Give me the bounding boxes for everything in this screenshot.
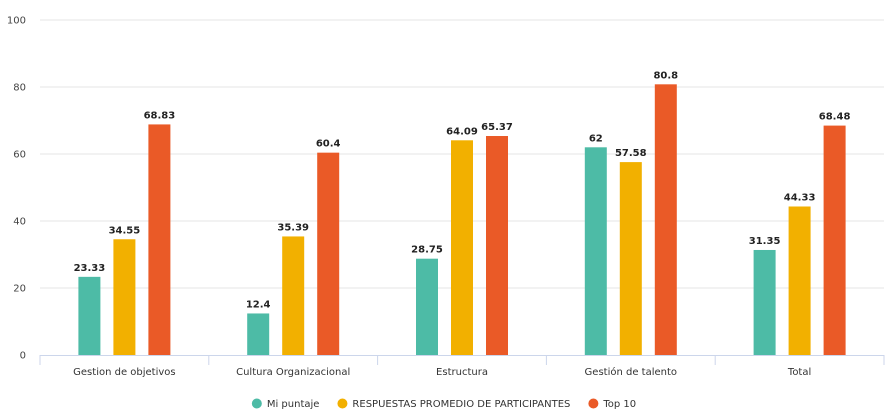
data-label: 62 xyxy=(589,133,603,144)
bar[interactable] xyxy=(416,258,438,355)
data-label: 65.37 xyxy=(481,122,513,133)
bar[interactable] xyxy=(247,313,270,355)
x-axis: Gestion de objetivos Cultura Organizacion… xyxy=(39,355,885,378)
data-labels: 23.33 34.55 68.83 12.4 35.39 60.4 28.75 64.09 65… xyxy=(74,70,851,310)
legend-label: Top 10 xyxy=(602,399,636,410)
data-label: 64.09 xyxy=(446,126,478,137)
y-tick-label: 0 xyxy=(20,351,26,362)
y-axis-ticks: 0 20 40 60 80 100 xyxy=(7,16,26,362)
y-tick-label: 40 xyxy=(13,217,26,228)
legend-marker xyxy=(588,398,599,409)
x-tick-label: Gestion de objetivos xyxy=(73,367,175,378)
bar[interactable] xyxy=(654,84,677,355)
x-tick-label: Estructura xyxy=(436,367,488,378)
bar[interactable] xyxy=(282,236,305,355)
bar[interactable] xyxy=(317,152,340,355)
legend[interactable]: Mi puntaje RESPUESTAS PROMEDIO DE PARTICI… xyxy=(251,398,636,411)
bar[interactable] xyxy=(584,147,607,355)
legend-marker xyxy=(251,398,262,409)
x-tick-label: Cultura Organizacional xyxy=(236,367,350,378)
data-label: 57.58 xyxy=(615,148,647,159)
bar[interactable] xyxy=(113,239,136,355)
data-label: 28.75 xyxy=(411,245,443,256)
bar[interactable] xyxy=(619,162,642,355)
data-label: 44.33 xyxy=(784,192,816,203)
legend-item[interactable]: Mi puntaje xyxy=(251,398,320,411)
legend-item[interactable]: Top 10 xyxy=(588,398,636,411)
bar[interactable] xyxy=(823,125,846,355)
legend-label: Mi puntaje xyxy=(267,399,320,410)
legend-label: RESPUESTAS PROMEDIO DE PARTICIPANTES xyxy=(352,399,570,410)
legend-item[interactable]: RESPUESTAS PROMEDIO DE PARTICIPANTES xyxy=(337,398,570,411)
y-tick-label: 20 xyxy=(13,284,26,295)
data-label: 80.8 xyxy=(653,70,678,81)
data-label: 60.4 xyxy=(316,139,341,150)
bars xyxy=(78,84,846,356)
data-label: 31.35 xyxy=(749,236,781,247)
bar[interactable] xyxy=(78,276,101,355)
bar[interactable] xyxy=(486,136,508,355)
data-label: 68.48 xyxy=(819,112,851,123)
x-tick-label: Total xyxy=(787,367,811,378)
data-label: 35.39 xyxy=(277,222,309,233)
bar[interactable] xyxy=(148,124,171,356)
data-label: 23.33 xyxy=(74,263,106,274)
x-tick-label: Gestión de talento xyxy=(585,366,677,378)
y-tick-label: 80 xyxy=(13,83,26,94)
bar[interactable] xyxy=(753,249,776,355)
data-label: 12.4 xyxy=(246,299,271,310)
bar[interactable] xyxy=(451,140,473,355)
legend-marker xyxy=(337,398,348,409)
y-tick-label: 60 xyxy=(13,150,26,161)
y-tick-label: 100 xyxy=(7,16,26,27)
bar[interactable] xyxy=(788,206,811,355)
data-label: 68.83 xyxy=(144,110,176,121)
data-label: 34.55 xyxy=(109,225,141,236)
